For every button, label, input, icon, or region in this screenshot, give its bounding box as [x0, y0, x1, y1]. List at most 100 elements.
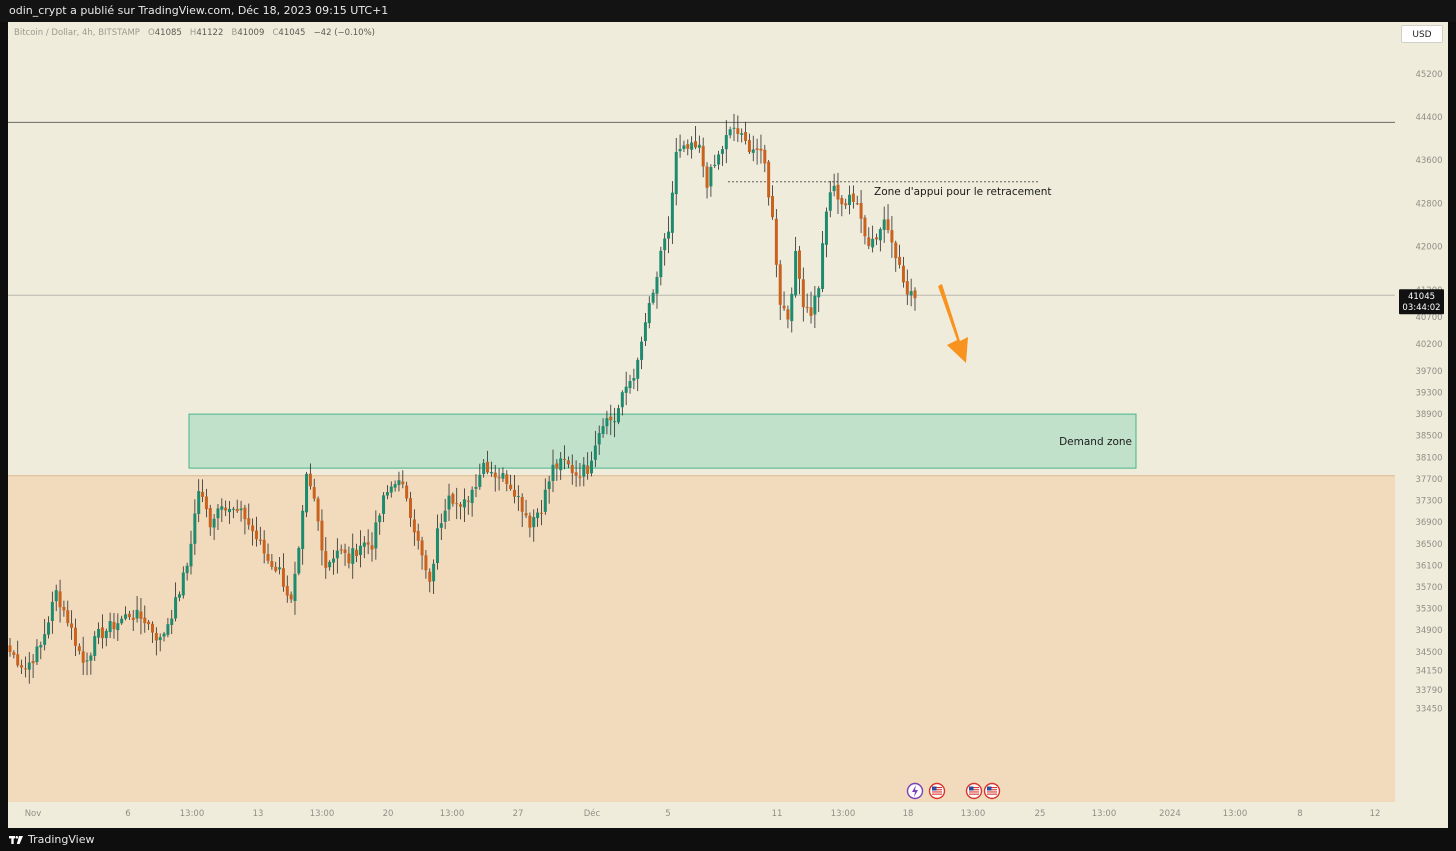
- candle-body: [574, 472, 578, 476]
- candle-body: [474, 487, 478, 489]
- candle-body: [262, 539, 266, 554]
- candle: [66, 600, 70, 627]
- candle-body: [89, 655, 93, 661]
- candle-body: [636, 359, 640, 379]
- candle-body: [593, 445, 597, 460]
- candle-body: [108, 621, 112, 633]
- price-tick-label: 42000: [1415, 243, 1442, 253]
- candle-body: [767, 161, 771, 198]
- candle-body: [124, 614, 128, 619]
- candle: [162, 631, 166, 642]
- candle: [120, 615, 124, 625]
- us-flag-icon[interactable]: [928, 782, 946, 800]
- candle: [797, 245, 801, 295]
- price-tick-label: 40200: [1415, 340, 1442, 350]
- candle-body: [524, 513, 528, 516]
- candle: [335, 538, 339, 574]
- candle-body: [586, 465, 590, 474]
- candle: [193, 499, 197, 555]
- candle: [563, 445, 567, 470]
- candle: [343, 543, 347, 566]
- annotations-layer: [906, 284, 1001, 800]
- candle-body: [439, 523, 443, 528]
- candle: [212, 514, 216, 541]
- us-flag-icon[interactable]: [983, 782, 1001, 800]
- candle-body: [709, 167, 713, 187]
- candle: [31, 654, 35, 679]
- candle: [50, 591, 54, 634]
- candle: [297, 546, 301, 576]
- candle: [432, 559, 436, 594]
- candle-body: [582, 464, 586, 477]
- candles-layer: [8, 113, 917, 684]
- candle: [251, 518, 255, 546]
- candle-body: [31, 661, 35, 664]
- lines-layer: Zone d'appui pour le retracement: [8, 121, 1395, 296]
- candle: [347, 546, 351, 569]
- low-value: 41009: [237, 28, 265, 38]
- candle: [351, 533, 355, 579]
- candle: [520, 493, 524, 528]
- candle: [489, 461, 493, 477]
- candle: [247, 503, 251, 530]
- candle: [139, 598, 143, 635]
- candlestick-chart[interactable]: Demand zone Zone d'appui pour le retrace…: [0, 0, 1456, 828]
- candle: [270, 554, 274, 570]
- candle: [667, 216, 671, 254]
- candle: [913, 287, 917, 311]
- candle-body: [266, 553, 270, 561]
- time-tick-label: 13:00: [1223, 809, 1248, 819]
- candle: [605, 410, 609, 435]
- candle: [100, 614, 104, 649]
- currency-button[interactable]: USD: [1401, 25, 1443, 43]
- candle-body: [208, 508, 212, 528]
- us-flag-icon[interactable]: [965, 782, 983, 800]
- candle-body: [747, 140, 751, 153]
- candle-body: [435, 528, 439, 564]
- candle: [85, 652, 89, 676]
- candle: [628, 374, 632, 394]
- candle: [378, 513, 382, 535]
- time-tick-label: 13:00: [180, 809, 205, 819]
- candle-body: [601, 426, 605, 434]
- candle-body: [424, 555, 428, 571]
- candle: [643, 313, 647, 346]
- candle: [674, 137, 678, 206]
- tradingview-logo[interactable]: TradingView: [9, 830, 94, 849]
- candle: [740, 128, 744, 143]
- candle-body: [416, 530, 420, 541]
- flash-event-icon[interactable]: [906, 782, 924, 800]
- candle-body: [505, 474, 509, 485]
- candle-body: [489, 471, 493, 474]
- candle-body: [717, 154, 721, 165]
- candle-body: [693, 141, 697, 148]
- candle: [385, 485, 389, 500]
- candle: [474, 474, 478, 498]
- candle-body: [913, 290, 917, 299]
- candle-body: [23, 668, 27, 670]
- candle: [254, 516, 258, 547]
- publisher-header: odin_crypt a publié sur TradingView.com,…: [0, 0, 1456, 22]
- candle-body: [405, 485, 409, 499]
- candle: [77, 643, 81, 655]
- candle: [782, 291, 786, 312]
- candle-body: [81, 651, 85, 663]
- candle: [509, 474, 513, 491]
- candle: [828, 180, 832, 218]
- candle-body: [112, 621, 116, 630]
- candle: [659, 246, 663, 286]
- candle-body: [201, 491, 205, 497]
- time-tick-label: 18: [903, 809, 914, 819]
- close-value: 41045: [278, 28, 306, 38]
- candle-body: [794, 250, 798, 296]
- candle: [39, 641, 43, 660]
- symbol-legend: Bitcoin / Dollar, 4h, BITSTAMP O41085 H4…: [14, 28, 375, 38]
- price-tick-label: 39700: [1415, 367, 1442, 377]
- candle: [370, 532, 374, 562]
- candle: [435, 514, 439, 570]
- candle: [744, 121, 748, 145]
- candle-body: [397, 480, 401, 485]
- candle-body: [455, 503, 459, 505]
- candle: [863, 215, 867, 245]
- candle: [832, 173, 836, 197]
